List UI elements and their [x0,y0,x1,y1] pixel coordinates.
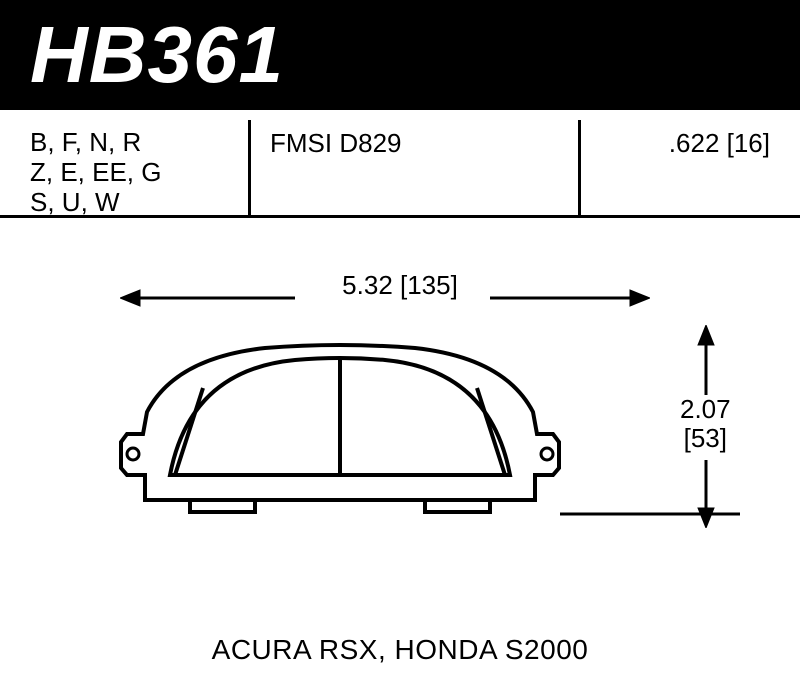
height-dimension-label: 2.07 [53] [680,395,731,452]
height-dimension-line2: [53] [680,424,731,453]
thickness-value: .622 [16] [669,128,770,159]
compound-codes-line2: Z, E, EE, G [30,158,161,188]
divider-vertical-2 [578,120,581,215]
height-dimension-line1: 2.07 [680,395,731,424]
width-arrow-left [120,288,295,308]
header-bar: HB361 [0,0,800,110]
height-arrow-bottom [696,460,716,528]
compound-codes: B, F, N, R Z, E, EE, G S, U, W [30,128,161,218]
compound-codes-line1: B, F, N, R [30,128,161,158]
height-extension-line [560,512,740,516]
width-arrow-right [490,288,650,308]
divider-vertical-1 [248,120,251,215]
brake-pad-diagram [115,340,565,525]
fitment-text: ACURA RSX, HONDA S2000 [0,634,800,666]
compound-codes-line3: S, U, W [30,188,161,218]
fmsi-code: FMSI D829 [270,128,402,159]
height-arrow-top [696,325,716,395]
part-number: HB361 [30,9,284,101]
